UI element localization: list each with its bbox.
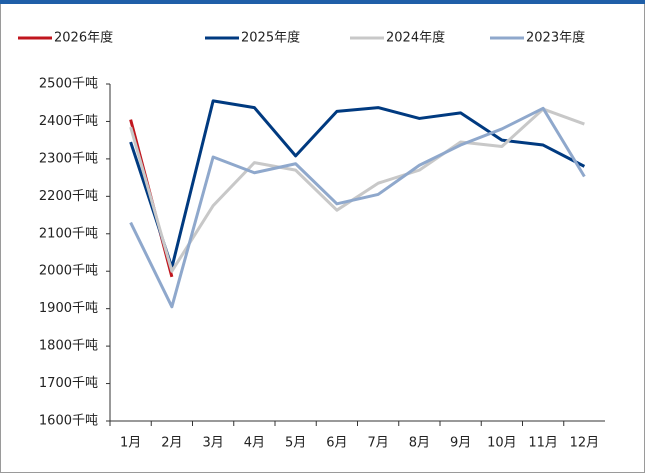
x-tick-label: 10月 (487, 436, 517, 451)
y-tick-label: 2000千吨 (39, 264, 98, 279)
legend-label: 2026年度 (54, 30, 113, 46)
y-tick-label: 2400千吨 (39, 114, 98, 129)
x-tick-label: 9月 (450, 436, 471, 451)
y-tick-label: 1900千吨 (39, 301, 98, 316)
x-tick-label: 11月 (528, 436, 558, 451)
x-tick-label: 8月 (409, 436, 430, 451)
y-tick-label: 2300千吨 (39, 151, 98, 166)
legend-label: 2023年度 (526, 30, 585, 46)
y-tick-label: 2100千吨 (39, 226, 98, 241)
y-tick-label: 1700千吨 (39, 376, 98, 391)
series-line (129, 107, 585, 273)
x-tick-label: 2月 (161, 436, 182, 451)
y-tick-label: 2500千吨 (39, 77, 98, 92)
y-tick-label: 1600千吨 (39, 414, 98, 429)
x-tick-label: 12月 (570, 436, 600, 451)
legend-label: 2025年度 (241, 30, 300, 46)
x-tick-label: 6月 (326, 436, 347, 451)
x-tick-label: 7月 (367, 436, 388, 451)
y-tick-label: 1800千吨 (39, 339, 98, 354)
y-tick-label: 2200千吨 (39, 189, 98, 204)
x-tick-label: 3月 (202, 436, 223, 451)
x-tick-label: 1月 (120, 436, 141, 451)
legend-label: 2024年度 (386, 30, 445, 46)
series-line (129, 106, 586, 309)
x-tick-label: 5月 (285, 436, 306, 451)
x-tick-label: 4月 (244, 436, 265, 451)
